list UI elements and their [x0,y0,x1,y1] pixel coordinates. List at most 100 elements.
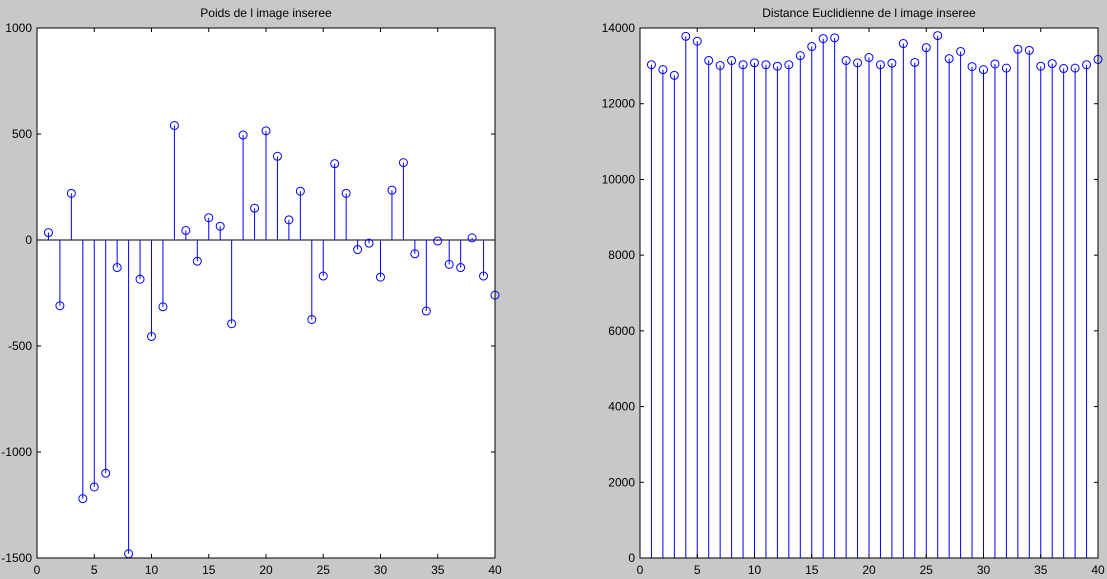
stem-marker [875,60,885,70]
stem-marker [66,188,76,198]
x-tick-label: 5 [694,563,701,577]
stem-marker [181,225,191,235]
stem-marker [376,272,385,282]
y-tick-label: 8000 [608,248,635,262]
stem-marker [830,33,840,43]
stem-marker [669,70,679,80]
y-tick-label: 500 [12,127,32,141]
y-tick-label: 2000 [608,475,635,489]
x-tick-label: 40 [1091,563,1105,577]
stem-marker [261,126,271,136]
stem-marker [307,315,317,324]
x-tick-label: 5 [91,563,98,577]
stem-marker [1024,45,1034,55]
stem-marker [898,39,908,49]
stem-marker [272,151,282,161]
x-tick-label: 15 [805,563,819,577]
stem-marker [1047,59,1057,69]
stem-marker [169,121,179,131]
stem-marker [807,42,817,52]
x-tick-label: 25 [920,563,934,577]
stem-marker [784,60,794,70]
stem-marker [101,468,111,478]
y-tick-label: -1000 [1,445,32,459]
stem-marker [853,58,863,68]
x-tick-label: 0 [34,563,41,577]
stem-marker [387,185,397,195]
stem-marker [1013,44,1023,54]
y-tick-label: -1500 [1,551,32,565]
stem-marker [147,331,156,341]
stem-marker [215,221,225,231]
y-tick-label: 14000 [602,21,636,35]
stem-marker [887,58,897,68]
stem-marker [55,301,65,311]
stem-marker [1070,63,1080,73]
x-tick-label: 10 [145,563,159,577]
x-tick-label: 10 [748,563,762,577]
stem-marker [238,130,248,140]
distance-stem-plot: Distance Euclidienne de l image inseree … [602,6,1105,577]
x-tick-label: 0 [637,563,644,577]
stem-marker [727,56,737,66]
stem-marker [227,319,237,329]
x-tick-label: 30 [374,563,388,577]
stem-marker [990,59,1000,69]
stem-marker [364,238,374,248]
stem-marker [479,271,489,281]
stem-marker [818,34,828,44]
stem-marker [353,245,363,255]
y-tick-label: 6000 [608,324,635,338]
weights-stem-plot: Poids de l image inseree 0 5 10 15 20 25 30 35 4… [1,6,502,577]
stem-marker [78,494,88,504]
stem-marker [795,51,805,61]
stem-marker [956,46,966,56]
stem-marker [410,249,420,259]
chart-title: Poids de l image inseree [200,6,332,20]
stem-marker [933,31,943,41]
x-tick-label: 35 [1034,563,1048,577]
stem-marker [467,233,477,243]
y-tick-label: 10000 [602,172,636,186]
stem-marker [750,58,759,68]
stem-marker [864,53,874,63]
stem-marker [841,56,851,66]
stem-marker [250,203,260,213]
stem-marker [704,56,714,66]
y-tick-label: 12000 [602,97,636,111]
stem-marker [192,256,202,266]
x-tick-label: 20 [259,563,273,577]
stem-marker [646,60,656,70]
stem-marker [921,43,931,53]
stem-marker [421,306,431,316]
x-tick-label: 20 [862,563,876,577]
x-tick-label: 40 [488,563,502,577]
stem-marker [944,54,954,64]
plot-area [37,28,495,558]
stem-marker [761,60,771,70]
stem-marker [341,188,351,198]
stem-marker [772,61,782,71]
stem-marker [692,36,702,46]
x-tick-label: 30 [977,563,991,577]
stem-marker [89,482,99,492]
stem-marker [43,228,53,238]
x-tick-label: 25 [317,563,331,577]
y-tick-label: 4000 [608,400,635,414]
stem-marker [910,57,920,67]
stem-marker [715,60,725,70]
stem-marker [979,65,988,75]
stem-marker [284,215,294,225]
stem-marker [1001,63,1011,73]
stem-marker [1036,61,1046,71]
stem-marker [681,31,691,41]
stem-marker [318,271,328,281]
stem-marker [398,158,408,168]
stem-marker [1059,64,1069,74]
stem-marker [135,274,145,284]
stem-marker [204,213,214,223]
stem-marker [444,259,454,269]
stem-marker [658,65,668,75]
stem-marker [433,236,443,246]
